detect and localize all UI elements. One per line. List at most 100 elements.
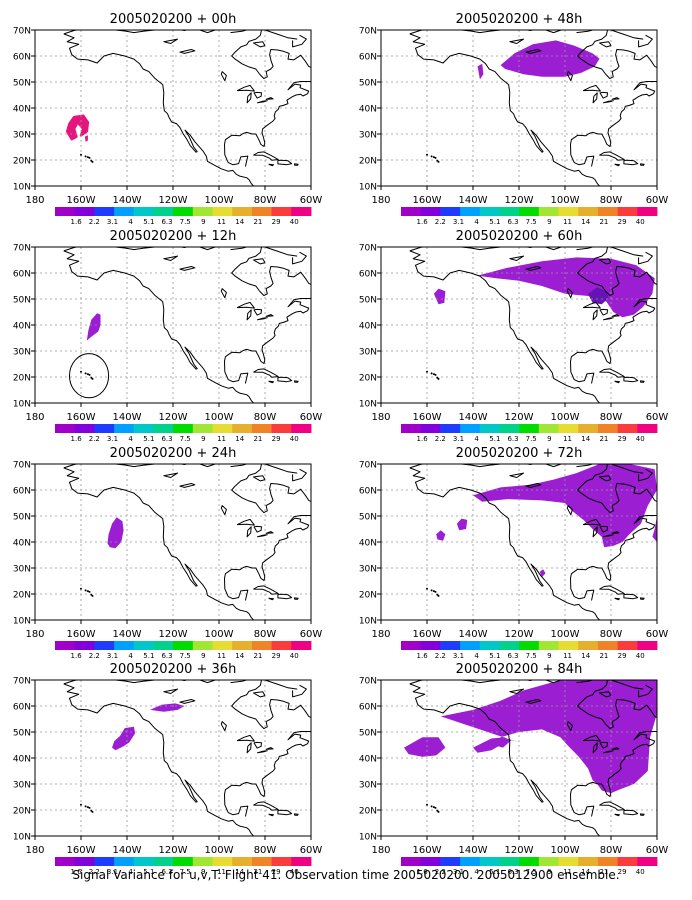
- colorbar-label: 9: [201, 218, 205, 226]
- y-tick-label: 70N: [13, 244, 31, 254]
- panel-title: 2005020200 + 12h: [110, 229, 237, 244]
- arctic-coast: [316, 675, 325, 685]
- y-tick-label: 20N: [359, 157, 377, 167]
- hawaii-island: [88, 156, 91, 159]
- hawaii-island: [86, 156, 89, 159]
- colorbar-swatch: [440, 641, 461, 650]
- signal-region: [436, 530, 446, 541]
- panel-content: [35, 675, 325, 836]
- colorbar-label: 7.5: [526, 652, 537, 660]
- colorbar-swatch: [192, 207, 213, 216]
- y-tick-label: 50N: [359, 79, 377, 89]
- map-panel-48h: 2005020200 + 48h 10N 20N 30N 40N 50N 60N 70N 180…: [359, 12, 669, 226]
- y-tick-label: 20N: [13, 591, 31, 601]
- arctic-coast: [253, 258, 266, 265]
- signal-region: [456, 518, 468, 531]
- arctic-coast: [264, 247, 298, 257]
- hawaii-island: [84, 805, 87, 808]
- colorbar-swatch: [479, 641, 500, 650]
- colorbar-swatch: [251, 857, 273, 866]
- lake-outline: [220, 505, 227, 516]
- arctic-coast: [544, 30, 563, 34]
- x-tick-label: 180: [25, 412, 44, 423]
- hawaii-island: [80, 803, 82, 806]
- colorbar-label: 9: [547, 652, 551, 660]
- lake-outline: [582, 301, 601, 309]
- hawaii-island: [84, 155, 87, 158]
- colorbar-label: 11: [217, 218, 226, 226]
- lake-outline: [566, 71, 573, 82]
- colorbar-label: 40: [290, 435, 299, 443]
- colorbar-label: 1.6: [71, 435, 83, 443]
- colorbar-swatch: [133, 857, 154, 866]
- colorbar-label: 7.5: [180, 652, 191, 660]
- lake-outline: [611, 531, 620, 534]
- lake-outline: [265, 531, 274, 534]
- colorbar-label: 6.3: [161, 868, 172, 876]
- lake-outline: [253, 741, 262, 749]
- colorbar-swatch: [538, 207, 559, 216]
- colorbar-label: 40: [636, 218, 645, 226]
- coastline-arctic: [63, 464, 155, 469]
- colorbar-label: 14: [581, 435, 590, 443]
- y-tick-label: 30N: [13, 781, 31, 791]
- x-tick-label: 80W: [600, 845, 623, 856]
- colorbar-swatch: [440, 857, 461, 866]
- y-tick-label: 20N: [13, 807, 31, 817]
- lake-outline: [179, 49, 196, 54]
- colorbar-label: 7.5: [526, 435, 537, 443]
- hawaii-island: [86, 373, 89, 376]
- colorbar-swatch: [74, 857, 95, 866]
- colorbar-swatch: [291, 857, 312, 866]
- caribbean-island: [277, 159, 293, 166]
- hawaii-island: [434, 590, 437, 593]
- colorbar-swatch: [74, 207, 95, 216]
- arctic-coast: [544, 247, 563, 251]
- colorbar-swatch: [578, 424, 599, 433]
- caribbean-island: [253, 801, 279, 811]
- x-tick-label: 80W: [600, 629, 623, 640]
- lake-outline: [566, 505, 573, 516]
- colorbar-swatch: [133, 424, 154, 433]
- y-tick-label: 60N: [13, 487, 31, 497]
- caribbean-island: [277, 593, 293, 600]
- colorbar-label: 5.1: [489, 218, 500, 226]
- y-tick-label: 30N: [13, 348, 31, 358]
- colorbar-swatch: [519, 207, 540, 216]
- x-tick-label: 60W: [646, 629, 669, 640]
- y-tick-label: 60N: [13, 270, 31, 280]
- coastline-pacific: [409, 33, 601, 186]
- caribbean-island: [614, 597, 620, 601]
- colorbar-swatch: [271, 641, 292, 650]
- colorbar-swatch: [479, 207, 500, 216]
- x-tick-label: 100W: [551, 195, 580, 206]
- x-tick-label: 160W: [413, 845, 442, 856]
- colorbar-label: 3.1: [107, 652, 118, 660]
- arctic-coast: [198, 30, 217, 34]
- colorbar-swatch: [114, 207, 135, 216]
- panel-title: 2005020200 + 60h: [456, 229, 583, 244]
- arctic-coast: [230, 247, 249, 251]
- hawaii-island: [84, 372, 87, 375]
- panel-content: [381, 464, 657, 620]
- y-tick-label: 60N: [359, 487, 377, 497]
- signal-region: [433, 288, 446, 305]
- x-tick-label: 180: [371, 629, 390, 640]
- colorbar-label: 5.1: [143, 218, 154, 226]
- y-tick-label: 30N: [13, 565, 31, 575]
- colorbar-swatch: [55, 641, 76, 650]
- signal-region: [477, 257, 655, 318]
- arctic-coast: [638, 468, 653, 482]
- arctic-coast: [316, 25, 325, 35]
- colorbar-swatch: [538, 424, 559, 433]
- colorbar-label: 21: [253, 218, 262, 226]
- signal-region: [404, 737, 446, 757]
- colorbar-label: 11: [563, 652, 572, 660]
- caribbean-island: [268, 813, 274, 817]
- x-tick-label: 160W: [67, 629, 96, 640]
- colorbar-swatch: [597, 857, 619, 866]
- colorbar-label: 4: [128, 435, 133, 443]
- x-tick-label: 60W: [300, 845, 323, 856]
- arctic-coast: [264, 464, 298, 474]
- lake-outline: [599, 308, 608, 316]
